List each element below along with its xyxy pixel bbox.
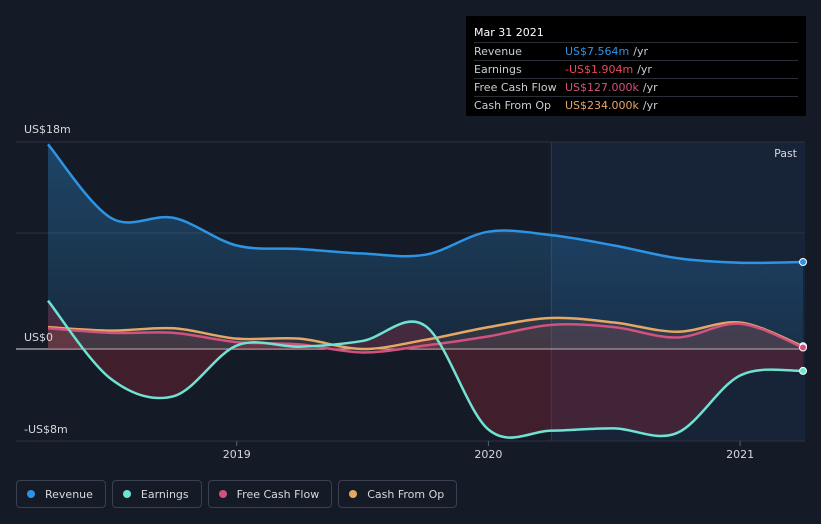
series-area-earnings xyxy=(48,300,803,438)
series-line-cash-from-op xyxy=(47,316,804,351)
legend-dot-icon xyxy=(349,490,358,498)
tooltip-panel: Mar 31 2021 Revenue US$7.564m /yr Earnin… xyxy=(466,16,806,116)
tooltip-unit: /yr xyxy=(637,63,652,76)
x-tick-label: 2019 xyxy=(223,448,251,461)
tooltip-label: Earnings xyxy=(474,63,522,76)
tooltip-value: US$7.564m xyxy=(565,45,630,58)
tooltip-unit: /yr xyxy=(642,99,658,112)
tooltip-unit: /yr xyxy=(642,81,658,94)
tooltip-row-revenue: Revenue US$7.564m /yr xyxy=(474,42,798,60)
tooltip-label: Free Cash Flow xyxy=(474,81,557,94)
tooltip-label: Cash From Op xyxy=(474,99,552,112)
past-label: Past xyxy=(774,147,798,160)
legend-dot-icon xyxy=(218,490,227,498)
x-tick-label: 2021 xyxy=(726,448,754,461)
tooltip-row-free-cash-flow: Free Cash Flow US$127.000k /yr xyxy=(474,78,798,96)
legend-label: Free Cash Flow xyxy=(236,487,320,501)
y-tick-label: -US$8m xyxy=(24,423,68,436)
legend-label: Revenue xyxy=(45,487,93,501)
tooltip-label: Revenue xyxy=(474,45,522,58)
x-tick-label: 2020 xyxy=(474,448,502,461)
tooltip-value: US$234.000k xyxy=(565,99,639,112)
tooltip-date: Mar 31 2021 xyxy=(474,26,544,39)
legend-item-free-cash-flow[interactable]: Free Cash Flow xyxy=(207,480,333,508)
tooltip-unit: /yr xyxy=(633,45,648,58)
series-line-free-cash-flow xyxy=(47,322,804,354)
series-line-earnings xyxy=(47,299,804,439)
tooltip-row-cash-from-op: Cash From Op US$234.000k /yr xyxy=(474,96,798,114)
series-endpoint-earnings xyxy=(799,366,807,375)
legend: Revenue Earnings Free Cash Flow Cash Fro… xyxy=(16,480,458,508)
y-tick-label: US$18m xyxy=(24,123,71,136)
legend-item-revenue[interactable]: Revenue xyxy=(16,480,106,508)
series-line-revenue xyxy=(47,143,804,265)
series-endpoint-free-cash-flow xyxy=(799,343,807,352)
tooltip-value: US$127.000k xyxy=(565,81,639,94)
y-tick-label: US$0 xyxy=(24,331,53,344)
legend-dot-icon xyxy=(27,490,35,498)
tooltip-row-earnings: Earnings -US$1.904m /yr xyxy=(474,60,798,78)
series-area-revenue xyxy=(48,144,803,349)
legend-item-cash-from-op[interactable]: Cash From Op xyxy=(338,480,458,508)
legend-item-earnings[interactable]: Earnings xyxy=(111,480,202,508)
legend-label: Earnings xyxy=(140,487,189,501)
series-endpoint-revenue xyxy=(799,258,807,267)
legend-dot-icon xyxy=(122,490,131,498)
legend-label: Cash From Op xyxy=(367,487,445,501)
tooltip-value: -US$1.904m xyxy=(565,63,634,76)
